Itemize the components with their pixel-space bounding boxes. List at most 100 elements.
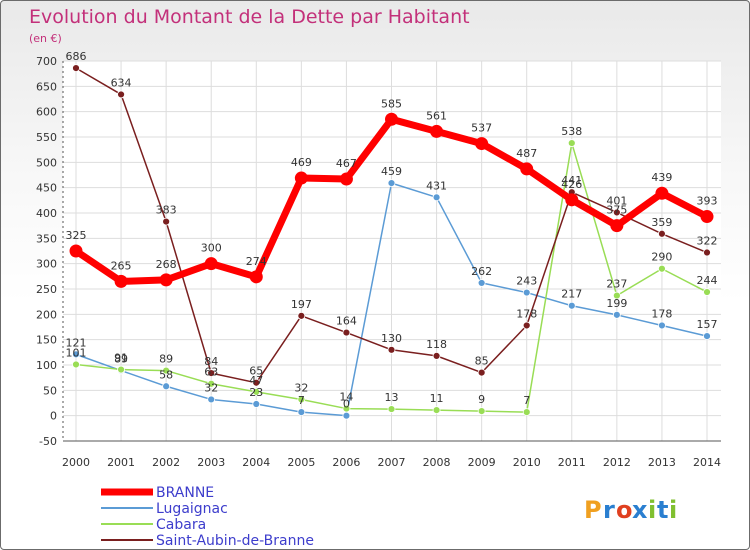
data-label: 487 [516, 147, 537, 160]
y-tick-label: 700 [36, 55, 57, 68]
data-label: 0 [343, 398, 350, 411]
y-tick-label: 650 [36, 80, 57, 93]
data-label: 118 [426, 338, 447, 351]
data-point [430, 124, 444, 138]
data-point [477, 279, 486, 287]
data-point [387, 405, 396, 413]
x-tick-label: 2005 [287, 456, 315, 469]
data-label: 178 [516, 307, 537, 320]
chart-subtitle: (en €) [29, 32, 62, 45]
data-label: 199 [606, 297, 627, 310]
y-tick-label: 450 [36, 182, 57, 195]
data-point [117, 90, 125, 99]
data-point [297, 408, 306, 417]
data-point [612, 310, 621, 319]
data-point [385, 112, 398, 126]
y-tick-label: -50 [39, 435, 57, 448]
y-tick-label: 50 [43, 384, 57, 397]
data-label: 58 [159, 368, 173, 381]
data-point [162, 366, 171, 375]
data-point [658, 264, 666, 273]
data-point [339, 172, 353, 186]
y-tick-label: 0 [50, 410, 57, 423]
y-tick-label: 550 [36, 131, 57, 144]
data-label: 11 [430, 392, 444, 405]
data-point [703, 332, 711, 341]
data-point [703, 248, 711, 257]
data-label: 262 [471, 265, 492, 278]
data-label: 217 [561, 288, 582, 301]
data-point [162, 217, 171, 226]
data-label: 197 [291, 298, 312, 311]
data-point [432, 406, 441, 414]
x-tick-label: 2010 [513, 456, 541, 469]
data-point [204, 257, 218, 271]
data-label: 7 [523, 394, 530, 407]
data-point [72, 350, 80, 359]
data-point [297, 395, 306, 404]
data-point [72, 360, 80, 369]
data-point [477, 368, 486, 377]
data-label: 538 [561, 125, 582, 138]
data-label: 585 [381, 97, 402, 110]
data-label: 89 [159, 353, 173, 366]
data-point [252, 378, 261, 387]
data-label: 164 [336, 315, 357, 328]
data-point [522, 288, 531, 297]
x-tick-label: 2003 [197, 456, 225, 469]
legend-label: BRANNE [156, 485, 214, 501]
x-tick-label: 2006 [332, 456, 360, 469]
data-point [294, 171, 308, 185]
x-tick-label: 2012 [603, 456, 631, 469]
data-point [432, 351, 441, 360]
x-tick-label: 2013 [648, 456, 676, 469]
data-point [159, 273, 173, 287]
data-label: 359 [651, 216, 672, 229]
data-point [522, 321, 531, 330]
data-label: 274 [246, 255, 267, 268]
x-tick-label: 2008 [423, 456, 451, 469]
data-point [162, 382, 171, 391]
data-label: 537 [471, 122, 492, 135]
data-label: 686 [66, 50, 87, 63]
x-tick-label: 2009 [468, 456, 496, 469]
data-point [252, 387, 261, 396]
data-point [522, 408, 531, 417]
data-label: 469 [291, 156, 312, 169]
x-tick-label: 2004 [242, 456, 270, 469]
data-label: 157 [697, 318, 718, 331]
data-point [432, 193, 441, 202]
data-point [655, 186, 669, 200]
data-label: 467 [336, 157, 357, 170]
data-point [387, 345, 396, 354]
data-label: 431 [426, 179, 447, 192]
data-point [342, 411, 351, 420]
data-label: 300 [201, 242, 222, 255]
data-point [387, 179, 396, 188]
y-tick-label: 350 [36, 232, 57, 245]
x-tick-label: 2001 [107, 456, 135, 469]
data-point [117, 365, 125, 374]
data-label: 243 [516, 275, 537, 288]
data-label: 268 [156, 258, 177, 271]
data-label: 65 [249, 365, 263, 378]
data-point [69, 244, 83, 258]
legend-label: Cabara [156, 517, 206, 533]
data-label: 9 [478, 393, 485, 406]
data-point [658, 321, 666, 330]
y-tick-label: 500 [36, 156, 57, 169]
logo-letter: t [657, 496, 668, 524]
data-point [114, 274, 128, 288]
data-point [207, 395, 216, 404]
chart-title: Evolution du Montant de la Dette par Hab… [29, 6, 470, 28]
logo-letter: i [648, 496, 656, 524]
data-label: 85 [475, 355, 489, 368]
data-point [565, 193, 579, 207]
data-point [342, 404, 351, 413]
y-tick-label: 250 [36, 283, 57, 296]
data-label: 237 [606, 278, 627, 291]
data-point [297, 311, 306, 320]
legend-label: Saint-Aubin-de-Branne [156, 533, 314, 549]
